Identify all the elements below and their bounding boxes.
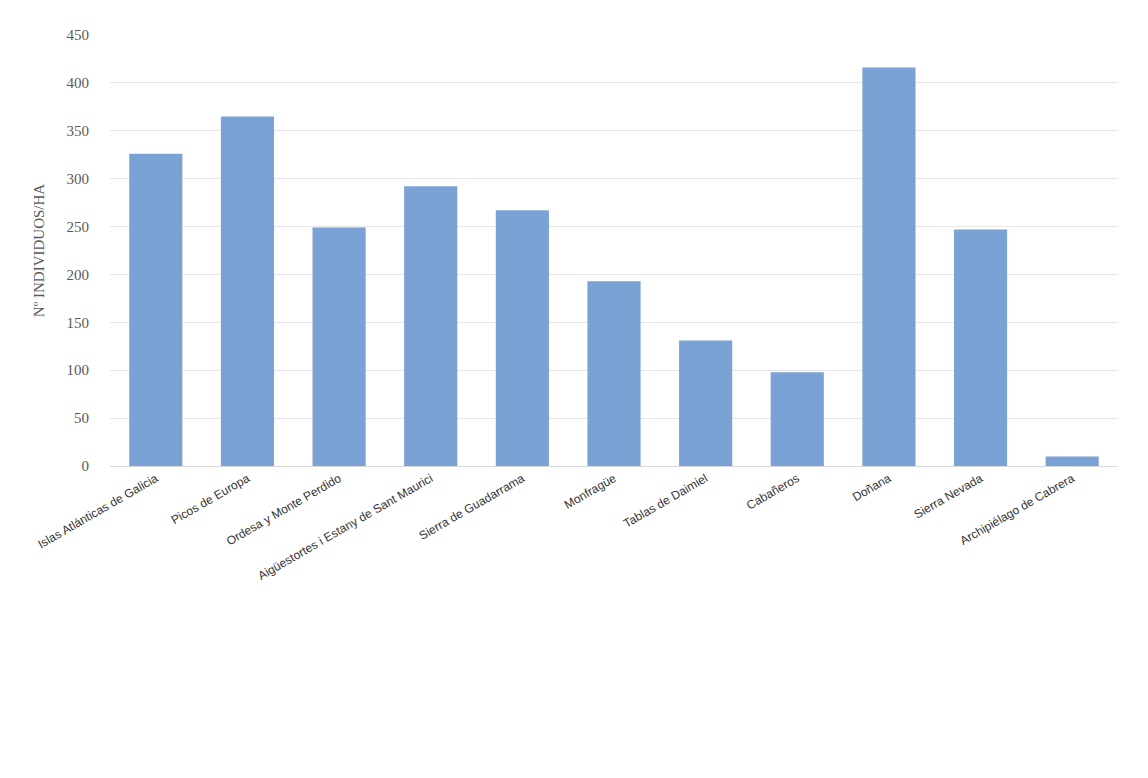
svg-text:Cabañeros: Cabañeros <box>744 471 802 512</box>
svg-text:300: 300 <box>67 171 90 187</box>
svg-text:350: 350 <box>67 123 90 139</box>
svg-text:Sierra Nevada: Sierra Nevada <box>912 471 986 522</box>
svg-text:Aigüestortes i Estany de Sant: Aigüestortes i Estany de Sant Maurici <box>256 471 436 583</box>
svg-text:250: 250 <box>67 219 90 235</box>
svg-text:Nº INDIVIDUOS/HA: Nº INDIVIDUOS/HA <box>31 184 47 318</box>
svg-text:450: 450 <box>67 27 90 43</box>
svg-text:Monfragüe: Monfragüe <box>562 471 619 512</box>
svg-text:Tablas de Daimiel: Tablas de Daimiel <box>621 471 710 530</box>
svg-text:200: 200 <box>67 267 90 283</box>
svg-text:Archipiélago de Cabrera: Archipiélago de Cabrera <box>958 471 1077 548</box>
svg-text:Sierra de Guadarrama: Sierra de Guadarrama <box>416 471 527 543</box>
svg-text:50: 50 <box>74 410 89 426</box>
svg-text:150: 150 <box>67 315 90 331</box>
svg-text:400: 400 <box>67 75 90 91</box>
svg-text:100: 100 <box>67 362 90 378</box>
svg-text:Islas Atlánticas de Galicia: Islas Atlánticas de Galicia <box>35 471 160 551</box>
svg-text:Ordesa y Monte Perdido: Ordesa y Monte Perdido <box>224 471 344 548</box>
svg-text:Doñana: Doñana <box>850 471 894 504</box>
svg-text:0: 0 <box>82 458 90 474</box>
svg-text:Picos de Europa: Picos de Europa <box>169 471 253 527</box>
